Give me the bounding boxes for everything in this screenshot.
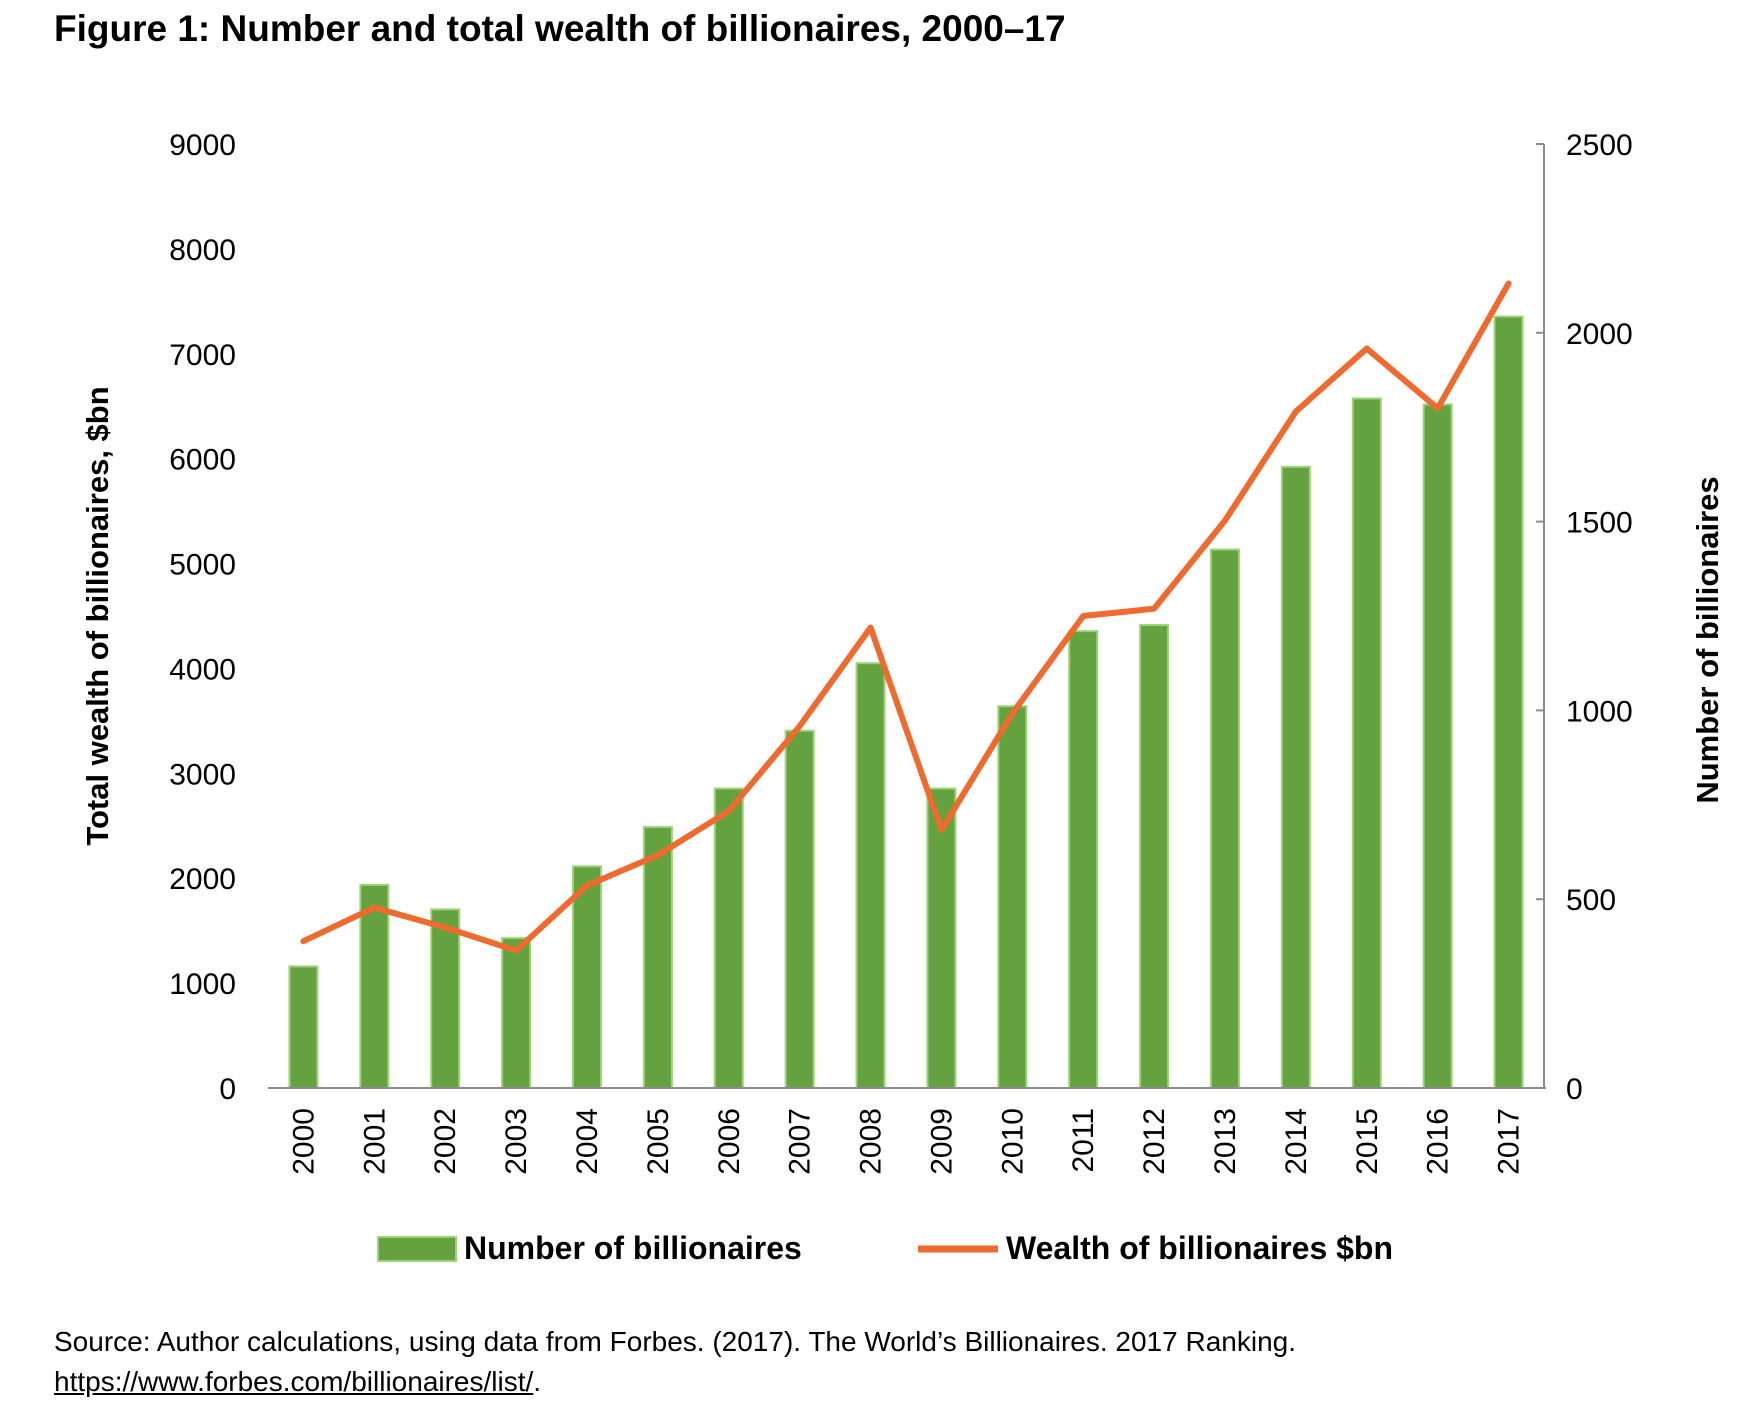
wealth-point-2006: [726, 809, 731, 814]
bar-2002: [430, 908, 461, 1089]
right-tick-label: 0: [1566, 1073, 1583, 1106]
bar-2003: [501, 937, 532, 1089]
left-tick-label: 2000: [169, 863, 236, 896]
legend-line-label: Wealth of billionaires $bn: [1006, 1230, 1393, 1266]
right-tick-label: 1000: [1566, 695, 1633, 728]
x-tick-label: 2000: [287, 1108, 320, 1175]
left-axis-title: Total wealth of billionaires, $bn: [80, 386, 115, 845]
bar-2011: [1068, 630, 1099, 1089]
source-text: Source: Author calculations, using data …: [54, 1326, 1296, 1357]
x-tick-label: 2008: [855, 1108, 888, 1175]
left-tick-label: 9000: [169, 129, 236, 162]
wealth-point-2001: [372, 905, 377, 910]
bar-2016: [1422, 403, 1453, 1089]
bar-2015: [1351, 397, 1382, 1090]
bar-2007: [784, 729, 815, 1089]
bar-2004: [572, 865, 602, 1090]
left-tick-label: 8000: [169, 234, 236, 267]
wealth-point-2009: [939, 827, 944, 832]
x-tick-label: 2004: [571, 1108, 604, 1175]
x-tick-label: 2015: [1351, 1108, 1384, 1175]
bar-2010: [997, 705, 1028, 1089]
right-tick-label: 1500: [1566, 507, 1633, 540]
x-tick-label: 2003: [500, 1108, 533, 1175]
chart: 0 1000 2000 3000 4000 5000 6000 7000 8000 9000 0 5…: [80, 129, 1725, 1266]
bar-2012: [1139, 624, 1170, 1089]
bar-2014: [1280, 465, 1311, 1089]
wealth-point-2004: [585, 883, 589, 888]
bar-2005: [642, 826, 673, 1090]
x-tick-label: 2014: [1280, 1108, 1313, 1175]
wealth-point-2013: [1223, 518, 1227, 523]
wealth-point-2011: [1081, 614, 1086, 618]
bar-2017: [1493, 315, 1524, 1090]
wealth-point-2010: [1010, 711, 1015, 716]
bar-2000: [288, 965, 319, 1089]
right-axis-title: Number of billionaires: [1690, 476, 1725, 803]
left-tick-label: 4000: [169, 653, 236, 686]
bar-2006: [713, 787, 744, 1089]
x-tick-label: 2005: [642, 1108, 675, 1175]
x-tick-label: 2002: [429, 1108, 462, 1175]
x-tick-label: 2007: [784, 1108, 817, 1175]
wealth-point-2003: [514, 948, 519, 953]
wealth-point-2002: [443, 925, 448, 930]
figure-title: Figure 1: Number and total wealth of bil…: [54, 8, 1066, 49]
wealth-point-2005: [655, 853, 660, 858]
wealth-point-2008: [868, 625, 873, 630]
x-tick-label: 2016: [1422, 1108, 1455, 1175]
x-tick-labels: 2000 2001 2002 2003 2004 2005 2006 2007 2008 2009…: [287, 1108, 1525, 1175]
legend-bar-label: Number of billionaires: [464, 1230, 802, 1266]
wealth-point-2000: [301, 939, 306, 944]
right-tick-label: 2000: [1566, 318, 1633, 351]
left-tick-label: 6000: [169, 444, 236, 477]
right-tick-label: 500: [1566, 884, 1616, 917]
x-tick-label: 2012: [1138, 1108, 1171, 1175]
legend-bar-swatch: [377, 1236, 457, 1262]
wealth-point-2015: [1364, 346, 1369, 351]
x-tick-label: 2010: [996, 1108, 1029, 1175]
axes-group: [268, 144, 1546, 1089]
bar-2009: [926, 787, 957, 1089]
left-tick-label: 0: [219, 1073, 236, 1106]
x-tick-label: 2006: [713, 1108, 746, 1175]
legend: Number of billionaires Wealth of billion…: [377, 1230, 1393, 1266]
wealth-line-group: [300, 280, 1512, 954]
source-end: .: [533, 1366, 542, 1397]
left-tick-label: 7000: [169, 339, 236, 372]
right-tick-label: 2500: [1566, 129, 1633, 162]
bars-group: [288, 315, 1524, 1090]
bar-2001: [359, 883, 390, 1089]
bar-2013: [1210, 548, 1240, 1089]
x-tick-label: 2017: [1493, 1108, 1526, 1175]
x-tick-label: 2013: [1209, 1108, 1242, 1175]
left-tick-label: 5000: [169, 549, 236, 582]
wealth-point-2012: [1152, 606, 1157, 611]
wealth-point-2007: [797, 724, 802, 729]
left-tick-labels: 0 1000 2000 3000 4000 5000 6000 7000 8000 9000: [169, 129, 236, 1106]
wealth-line: [300, 280, 1512, 954]
bar-2008: [855, 662, 886, 1089]
right-tick-labels: 0 500 1000 1500 2000 2500: [1536, 129, 1633, 1106]
left-tick-label: 1000: [169, 968, 236, 1001]
x-tick-label: 2011: [1067, 1108, 1100, 1173]
wealth-point-2017: [1506, 281, 1511, 286]
source-note: Source: Author calculations, using data …: [54, 1322, 1296, 1402]
wealth-point-2016: [1435, 406, 1440, 411]
source-link[interactable]: https://www.forbes.com/billionaires/list…: [54, 1366, 534, 1397]
left-tick-label: 3000: [169, 758, 236, 791]
x-tick-label: 2001: [358, 1108, 391, 1175]
x-tick-label: 2009: [925, 1108, 958, 1175]
wealth-point-2014: [1293, 409, 1298, 414]
